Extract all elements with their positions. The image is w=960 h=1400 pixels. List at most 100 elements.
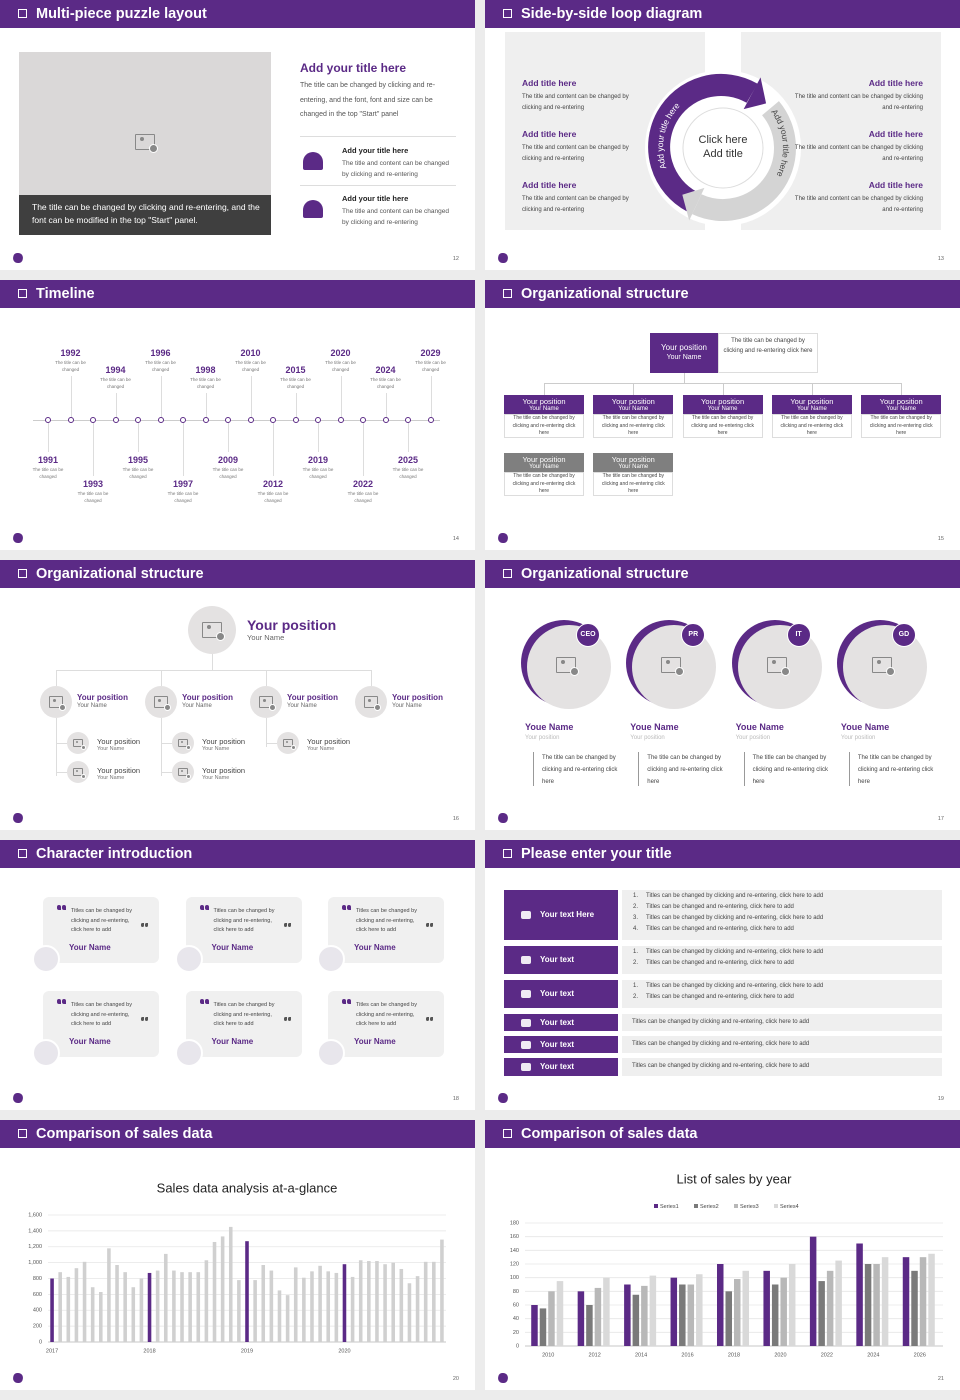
quote: Titles can be changed by clicking and re… [356,1002,417,1027]
slide-title: Side-by-side loop diagram [521,6,703,22]
stem [115,393,117,420]
year: 1998 [195,365,216,375]
image-icon [871,657,895,676]
year: 1995 [127,455,149,465]
member-name: Youe Name [840,722,890,732]
badge-text: PR [688,631,699,638]
bar [902,1257,910,1346]
quote-mark [204,905,209,910]
bar [725,1291,732,1346]
badge [786,623,811,647]
timeline-dot [382,417,389,423]
bar [172,1270,176,1342]
bar [809,1236,817,1346]
x-tick-label: 2026 [914,1352,926,1358]
top-desc-box [718,333,818,373]
bar [415,1276,420,1342]
connector [56,670,57,686]
badge [576,623,600,647]
group-position: Your position [392,693,443,702]
bar [318,1265,322,1342]
box-text: The title can be changed by clicking and… [780,415,844,436]
connector [56,772,67,773]
timeline-dot [315,417,321,423]
event-text: The title can be changed [302,467,334,479]
quote-mark [199,905,204,910]
item-text: The title and content can be changed by … [794,94,923,111]
quote-mark [347,905,351,910]
x-tick-label: 2010 [542,1352,554,1358]
sub-position: Your position [97,766,141,775]
top-name: Your Name [247,633,285,642]
bar [432,1261,436,1342]
bar [131,1287,136,1342]
y-tick-label: 1,600 [28,1212,42,1218]
logo [11,253,25,263]
page-number: 12 [452,256,459,262]
list-marker: 1. [633,949,639,955]
connector [811,383,813,395]
item-title: Add title here [522,78,577,88]
box-position: Your position [879,397,923,406]
slide: Character introduction Titles can be chan… [0,840,475,1110]
year: 2025 [397,455,419,465]
top-position: Your position [661,343,707,352]
header-checkbox [18,569,27,578]
header-checkbox [503,289,512,298]
stem [48,420,49,452]
image-icon-plus [269,703,276,711]
row-icon [521,956,531,964]
stem [250,376,252,420]
page-number: 17 [937,816,944,822]
y-tick-label: 40 [513,1316,519,1322]
year: 1992 [60,348,81,358]
x-tick-label: 2016 [681,1352,693,1358]
slide: Comparison of sales data Sales data analy… [0,1120,475,1390]
item-text: The title and content can be changed by … [794,196,923,213]
x-tick-label: 2022 [821,1352,833,1358]
connector [161,670,162,686]
row-content-cell [622,890,942,940]
group-name: Your Name [287,703,317,709]
row-label: Your text [540,1062,575,1071]
list-text: Titles can be changed and re-entering, c… [646,926,794,932]
image-icon-sun [771,660,776,665]
image-icon [154,696,171,711]
y-tick-label: 100 [510,1275,519,1281]
slide-title: Organizational structure [36,566,204,582]
bar [864,1264,872,1346]
bar [734,1279,741,1346]
year: 1993 [82,479,104,489]
bar [548,1291,555,1346]
connector [56,718,57,776]
bar [407,1283,412,1342]
sub-name: Your Name [307,746,335,752]
slide: Timeline 1991 The title can be changed 1992… [0,280,475,550]
box-position: Your position [701,397,745,406]
image-icon-sun [666,660,671,665]
quote-mark [287,1017,291,1021]
box-text: The title can be changed by clicking and… [601,473,665,494]
image-icon-sun [262,699,266,702]
stem [228,420,229,452]
quote-mark [283,1017,287,1021]
item-text: The title and content can be changed by … [794,145,923,162]
row-icon [521,990,531,998]
bar [670,1277,678,1346]
quote-mark [141,923,144,927]
bar [342,1264,347,1342]
timeline-dot [112,417,119,423]
box-name: Your Name [796,406,827,412]
bar [696,1274,703,1346]
divider [300,185,456,186]
bar [82,1261,87,1342]
slide-header [485,280,960,308]
connector [633,383,635,395]
loop-arrowhead [682,187,705,221]
slide-title: Multi-piece puzzle layout [36,6,207,22]
x-tick-label: 2020 [774,1352,786,1358]
list-text: Titles can be changed and re-entering, c… [646,904,794,910]
year: 2012 [262,479,284,489]
avatar [174,1039,203,1067]
bar [326,1271,331,1342]
